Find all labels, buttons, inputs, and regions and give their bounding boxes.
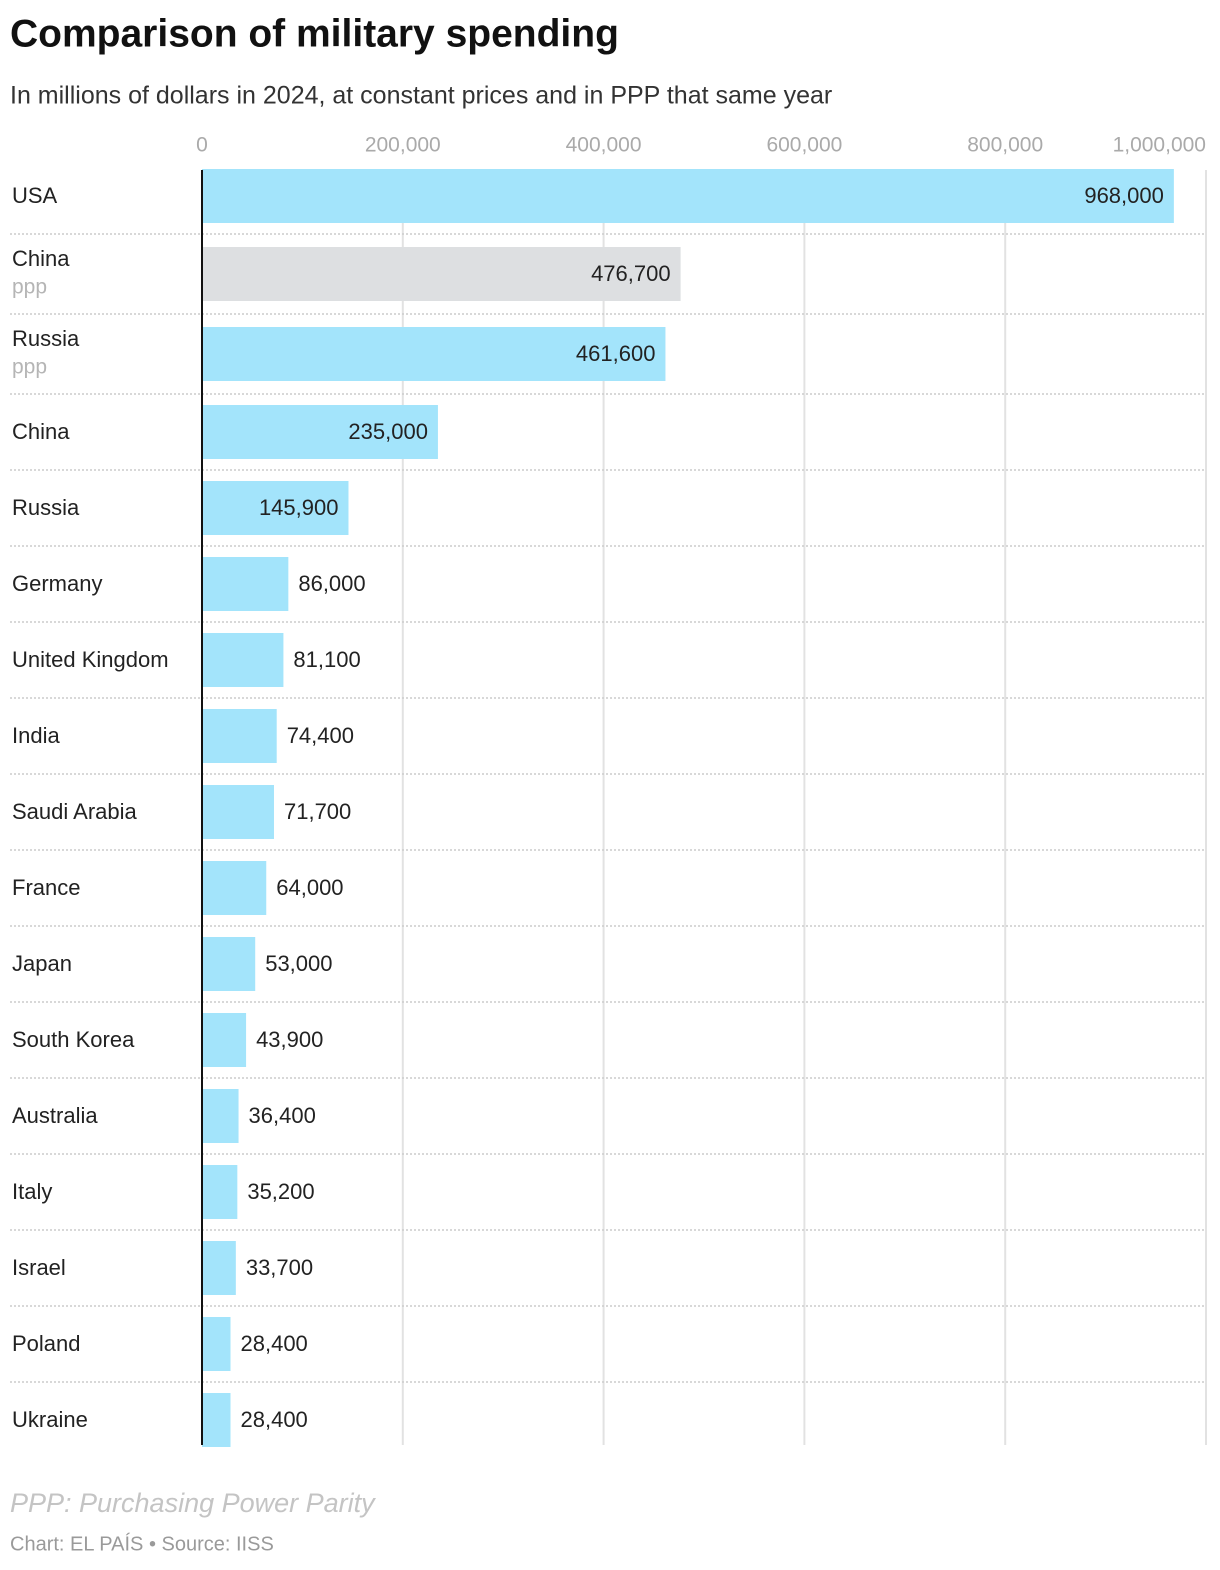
value-label: 36,400 [249,1103,316,1128]
chart-title: Comparison of military spending [10,12,619,55]
bar [202,327,666,381]
x-tick-label: 600,000 [766,134,842,157]
bar [202,1317,231,1371]
x-tick-label: 200,000 [365,134,441,157]
chart-subtitle: In millions of dollars in 2024, at const… [10,82,832,110]
x-tick-label: 1,000,000 [1113,134,1206,157]
x-tick-label: 800,000 [967,134,1043,157]
bar [202,1165,238,1219]
category-label: USA [12,183,58,208]
category-label: South Korea [12,1027,135,1052]
bar [202,405,438,459]
category-label: Saudi Arabia [12,799,138,824]
category-label: Israel [12,1255,66,1280]
source: Chart: EL PAÍS • Source: IISS [10,1532,274,1555]
category-label: China [12,246,70,271]
category-label: United Kingdom [12,647,169,672]
bar [202,1089,239,1143]
bar [202,169,1174,223]
category-label: Australia [12,1103,98,1128]
value-label: 28,400 [241,1407,308,1432]
bar [202,937,256,991]
category-label: India [12,723,60,748]
category-label: Germany [12,571,102,596]
category-label: Poland [12,1331,81,1356]
value-label: 74,400 [287,723,354,748]
bar [202,481,349,535]
value-label: 81,100 [293,647,360,672]
value-label: 461,600 [576,341,656,366]
category-label: Ukraine [12,1407,88,1432]
value-label: 968,000 [1084,183,1164,208]
bar [202,861,267,915]
value-label: 53,000 [265,951,332,976]
bar [202,1393,231,1447]
category-label: Italy [12,1179,52,1204]
category-label: Russia [12,495,80,520]
x-tick-label: 400,000 [566,134,642,157]
value-label: 33,700 [246,1255,313,1280]
bar [202,1241,236,1295]
category-sublabel: ppp [12,276,47,299]
value-label: 28,400 [241,1331,308,1356]
category-sublabel: ppp [12,356,47,379]
value-label: 43,900 [256,1027,323,1052]
value-label: 71,700 [284,799,351,824]
value-label: 476,700 [591,261,671,286]
value-label: 86,000 [298,571,365,596]
footnote: PPP: Purchasing Power Parity [10,1488,376,1518]
value-label: 64,000 [276,875,343,900]
category-label: Russia [12,326,80,351]
x-tick-label: 0 [196,134,208,157]
value-label: 35,200 [247,1179,314,1204]
bar [202,557,289,611]
category-label: Japan [12,951,72,976]
value-label: 235,000 [348,419,428,444]
bar [202,247,681,301]
bar [202,709,277,763]
category-label: France [12,875,80,900]
category-label: China [12,419,70,444]
value-label: 145,900 [259,495,339,520]
bar [202,785,274,839]
bar [202,1013,247,1067]
bar [202,633,284,687]
